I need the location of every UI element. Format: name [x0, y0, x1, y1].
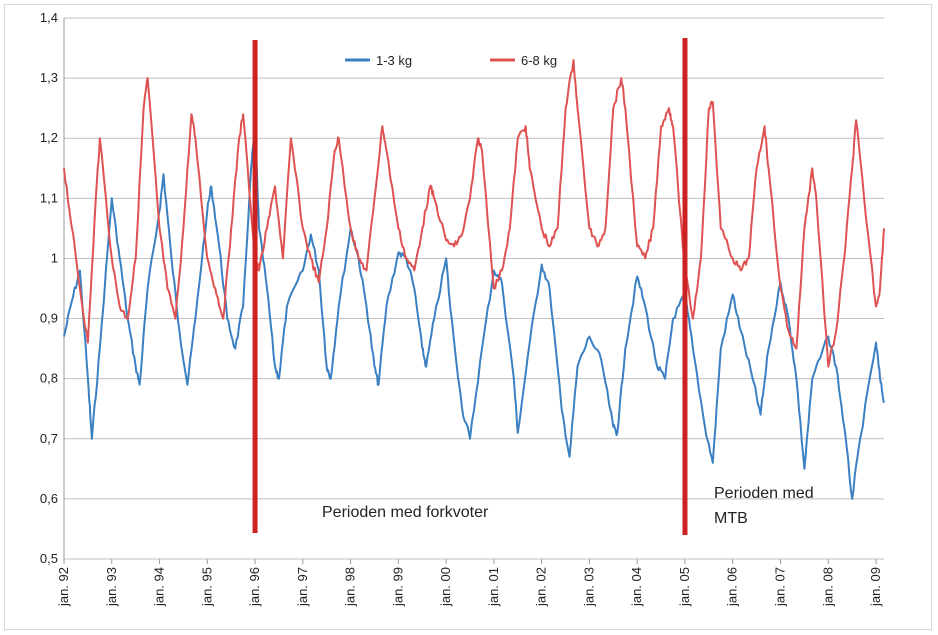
x-tick-label: jan. 02 [534, 567, 549, 607]
y-tick-label: 1,3 [40, 70, 58, 85]
annotation-mtb: MTB [714, 510, 748, 527]
x-tick-label: jan. 94 [152, 567, 167, 607]
x-tick-label: jan. 93 [104, 567, 119, 607]
x-tick-label: jan. 95 [199, 567, 214, 607]
annotation-forkvoter: Perioden med forkvoter [322, 504, 489, 521]
y-tick-label: 0,5 [40, 551, 58, 566]
y-tick-label: 1,1 [40, 190, 58, 205]
annotation-perioden-med: Perioden med [714, 485, 814, 502]
y-tick-label: 1,2 [40, 130, 58, 145]
x-tick-label: jan. 98 [343, 567, 358, 607]
series-line-1-3kg [63, 125, 885, 500]
period-markers [252, 38, 688, 535]
y-tick-label: 0,9 [40, 311, 58, 326]
x-tick-label: jan. 06 [725, 567, 740, 607]
x-tick-label: jan. 09 [868, 567, 883, 607]
x-axis-ticks: jan. 92 jan. 93 jan. 94 jan. 95 jan. 96 jan. … [56, 559, 883, 607]
x-tick-label: jan. 99 [390, 567, 405, 607]
series-line-6-8kg [63, 59, 885, 368]
series-lines [63, 59, 885, 500]
y-tick-label: 0,6 [40, 491, 58, 506]
annotations: Perioden med forkvoter Perioden med MTB [322, 485, 814, 527]
y-tick-label: 1 [51, 250, 58, 265]
x-tick-label: jan. 00 [438, 567, 453, 607]
gridlines [63, 17, 884, 560]
x-tick-label: jan. 04 [629, 567, 644, 607]
legend-label-1-3kg: 1-3 kg [376, 53, 412, 68]
legend-label-6-8kg: 6-8 kg [521, 53, 557, 68]
x-tick-label: jan. 01 [486, 567, 501, 607]
y-tick-label: 1,4 [40, 10, 58, 25]
x-tick-label: jan. 03 [581, 567, 596, 607]
x-tick-label: jan. 96 [247, 567, 262, 607]
legend: 1-3 kg 6-8 kg [345, 53, 557, 68]
x-tick-label: jan. 08 [820, 567, 835, 607]
y-axis-ticks: 0,5 0,6 0,7 0,8 0,9 1 1,1 1,2 1,3 1,4 [40, 10, 58, 566]
x-tick-label: jan. 07 [773, 567, 788, 607]
y-tick-label: 0,7 [40, 431, 58, 446]
x-tick-label: jan. 97 [295, 567, 310, 607]
x-tick-label: jan. 05 [677, 567, 692, 607]
chart-frame [4, 4, 932, 630]
x-tick-label: jan. 92 [56, 567, 71, 607]
y-tick-label: 0,8 [40, 371, 58, 386]
